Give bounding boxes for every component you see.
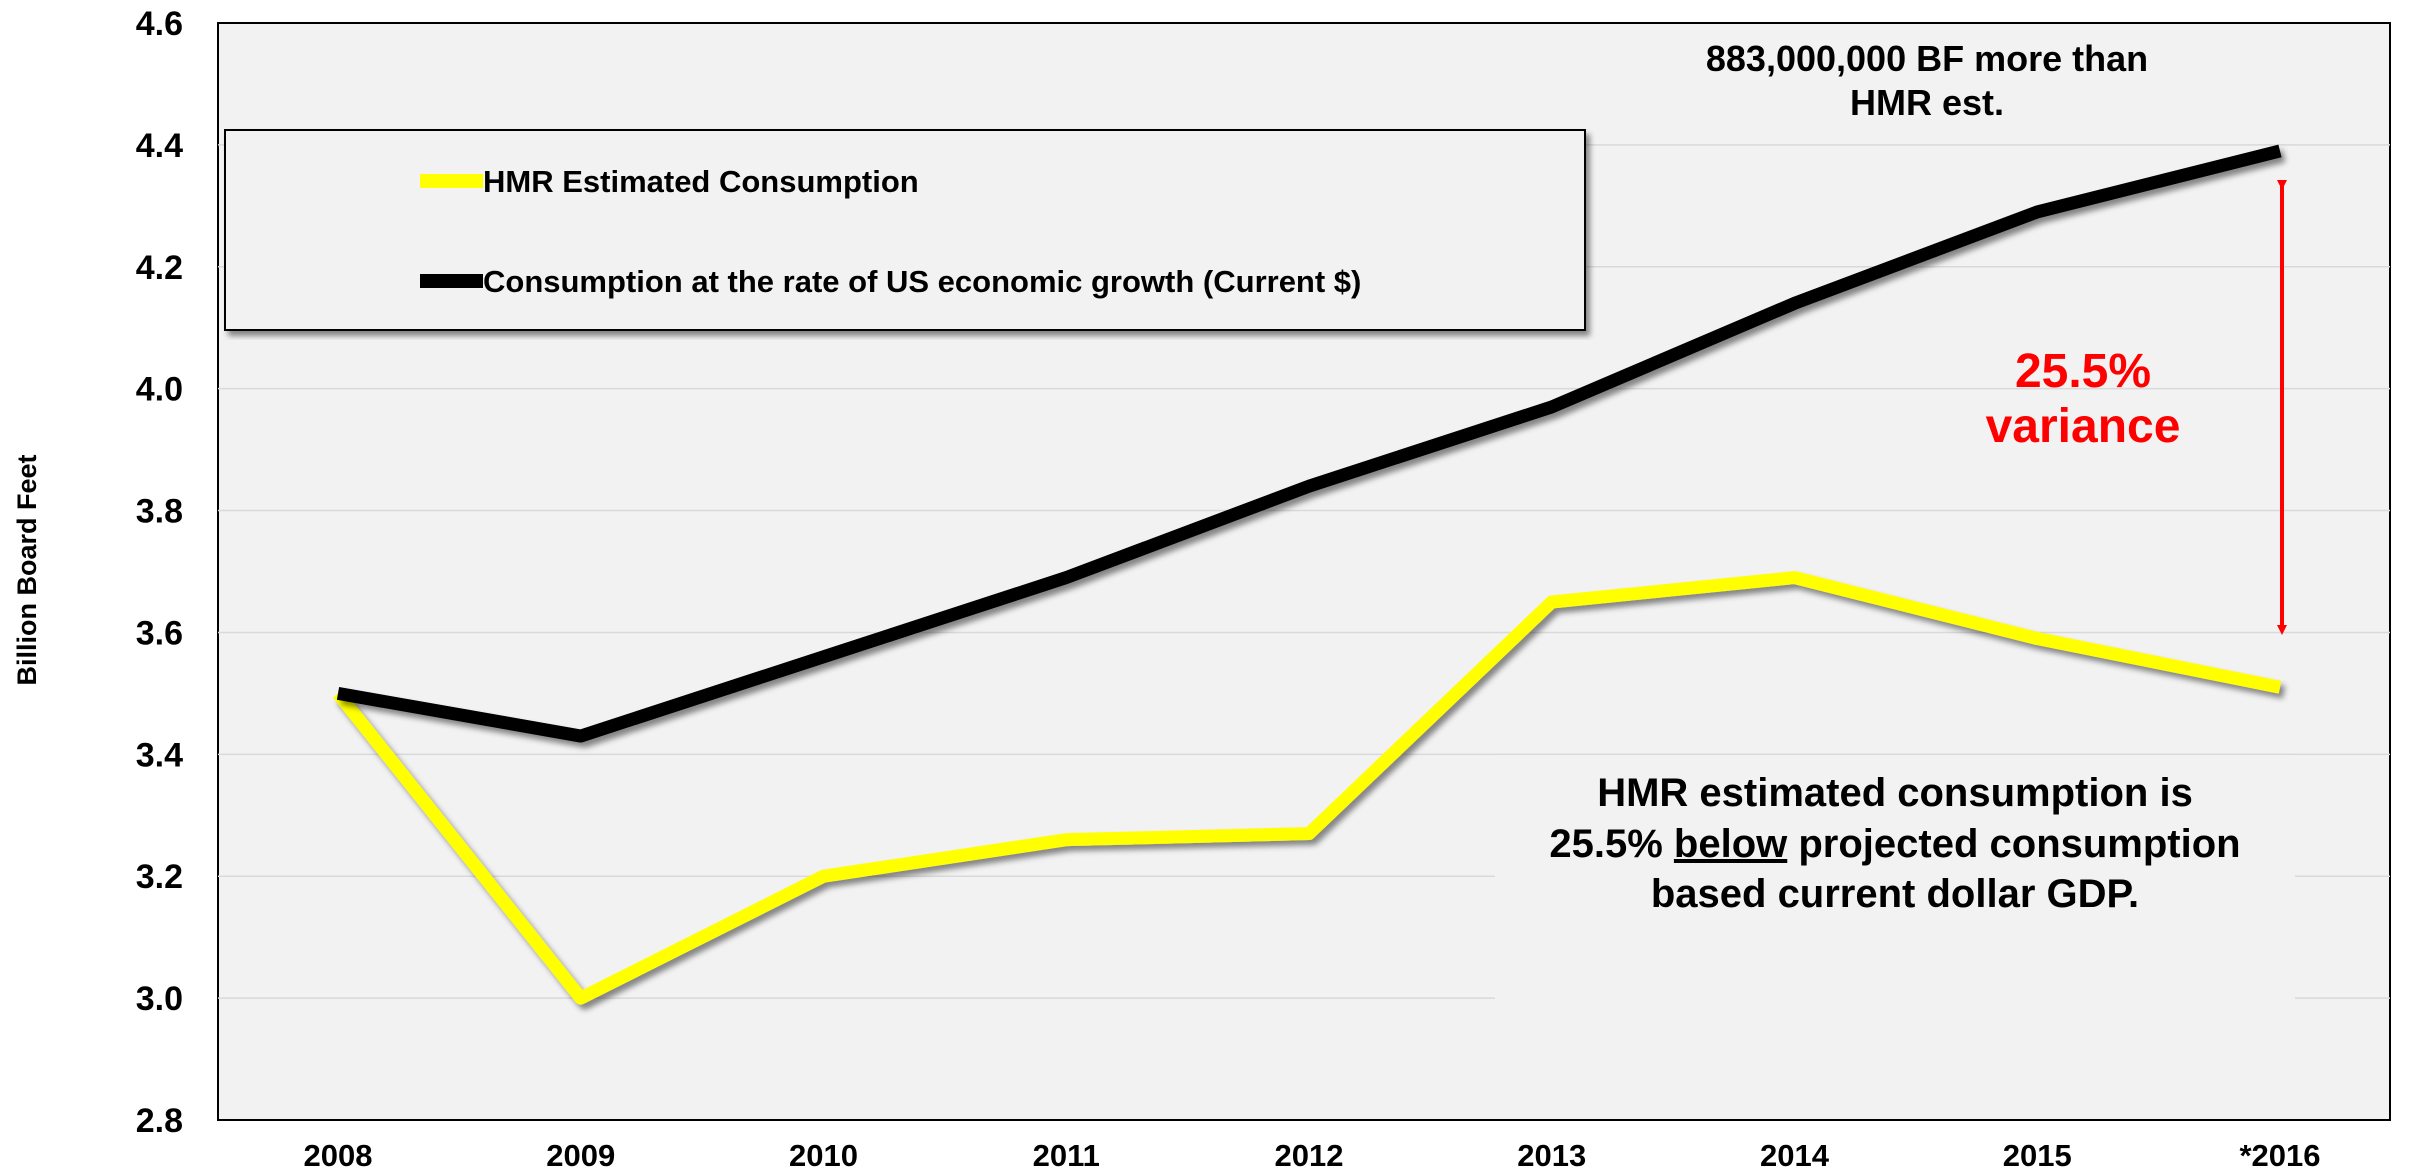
x-tick-label: 2012 [1275,1138,1344,1172]
y-tick-label: 4.2 [136,249,183,287]
legend: HMR Estimated Consumption Consumption at… [224,129,1586,331]
y-tick-label: 3.6 [136,614,183,652]
body-note-line2: 25.5% below projected consumption [1549,822,2240,866]
x-tick-label: 2015 [2003,1138,2072,1172]
x-axis-ticks: 2008 2009 2010 2011 2012 2013 2014 2015 *2016 [304,1138,2321,1172]
y-tick-label: 4.4 [136,127,183,165]
body-note-line1: HMR estimated consumption is [1597,771,2193,815]
x-tick-label: 2014 [1760,1138,1830,1172]
variance-label: variance [1986,400,2181,453]
body-note-underlined: below [1674,822,1788,866]
top-note-line1: 883,000,000 BF more than [1706,38,2148,79]
series-lines [332,144,2282,1005]
y-tick-label: 3.2 [136,858,183,896]
y-axis-ticks: 2.8 3.0 3.2 3.4 3.6 3.8 4.0 4.2 4.4 4.6 [136,5,183,1140]
x-tick-label: 2011 [1033,1138,1100,1172]
variance-percent: 25.5% [2015,345,2151,398]
y-tick-label: 4.0 [136,371,183,409]
x-tick-label: 2008 [304,1138,373,1172]
y-tick-label: 3.0 [136,980,183,1018]
y-tick-label: 2.8 [136,1102,183,1140]
x-tick-label: 2013 [1517,1138,1586,1172]
body-note-suffix: projected consumption [1787,822,2240,866]
y-axis-label: Billion Board Feet [12,454,42,685]
x-tick-label: 2009 [546,1138,615,1172]
top-note-line2: HMR est. [1850,82,2004,123]
y-tick-label: 4.6 [136,5,183,43]
x-tick-label: *2016 [2239,1138,2320,1172]
series-line-growth [336,144,2282,743]
series-line-hmr [332,571,2282,1005]
y-tick-label: 3.8 [136,493,183,531]
legend-box [224,129,1586,331]
legend-label-hmr: HMR Estimated Consumption [483,164,919,199]
body-note-backdrop [1495,755,2295,1000]
body-note-prefix: 25.5% [1549,822,1674,866]
body-note-line3: based current dollar GDP. [1651,872,2139,916]
x-tick-label: 2010 [789,1138,858,1172]
legend-label-growth: Consumption at the rate of US economic g… [483,264,1361,299]
y-tick-label: 3.4 [136,736,183,774]
